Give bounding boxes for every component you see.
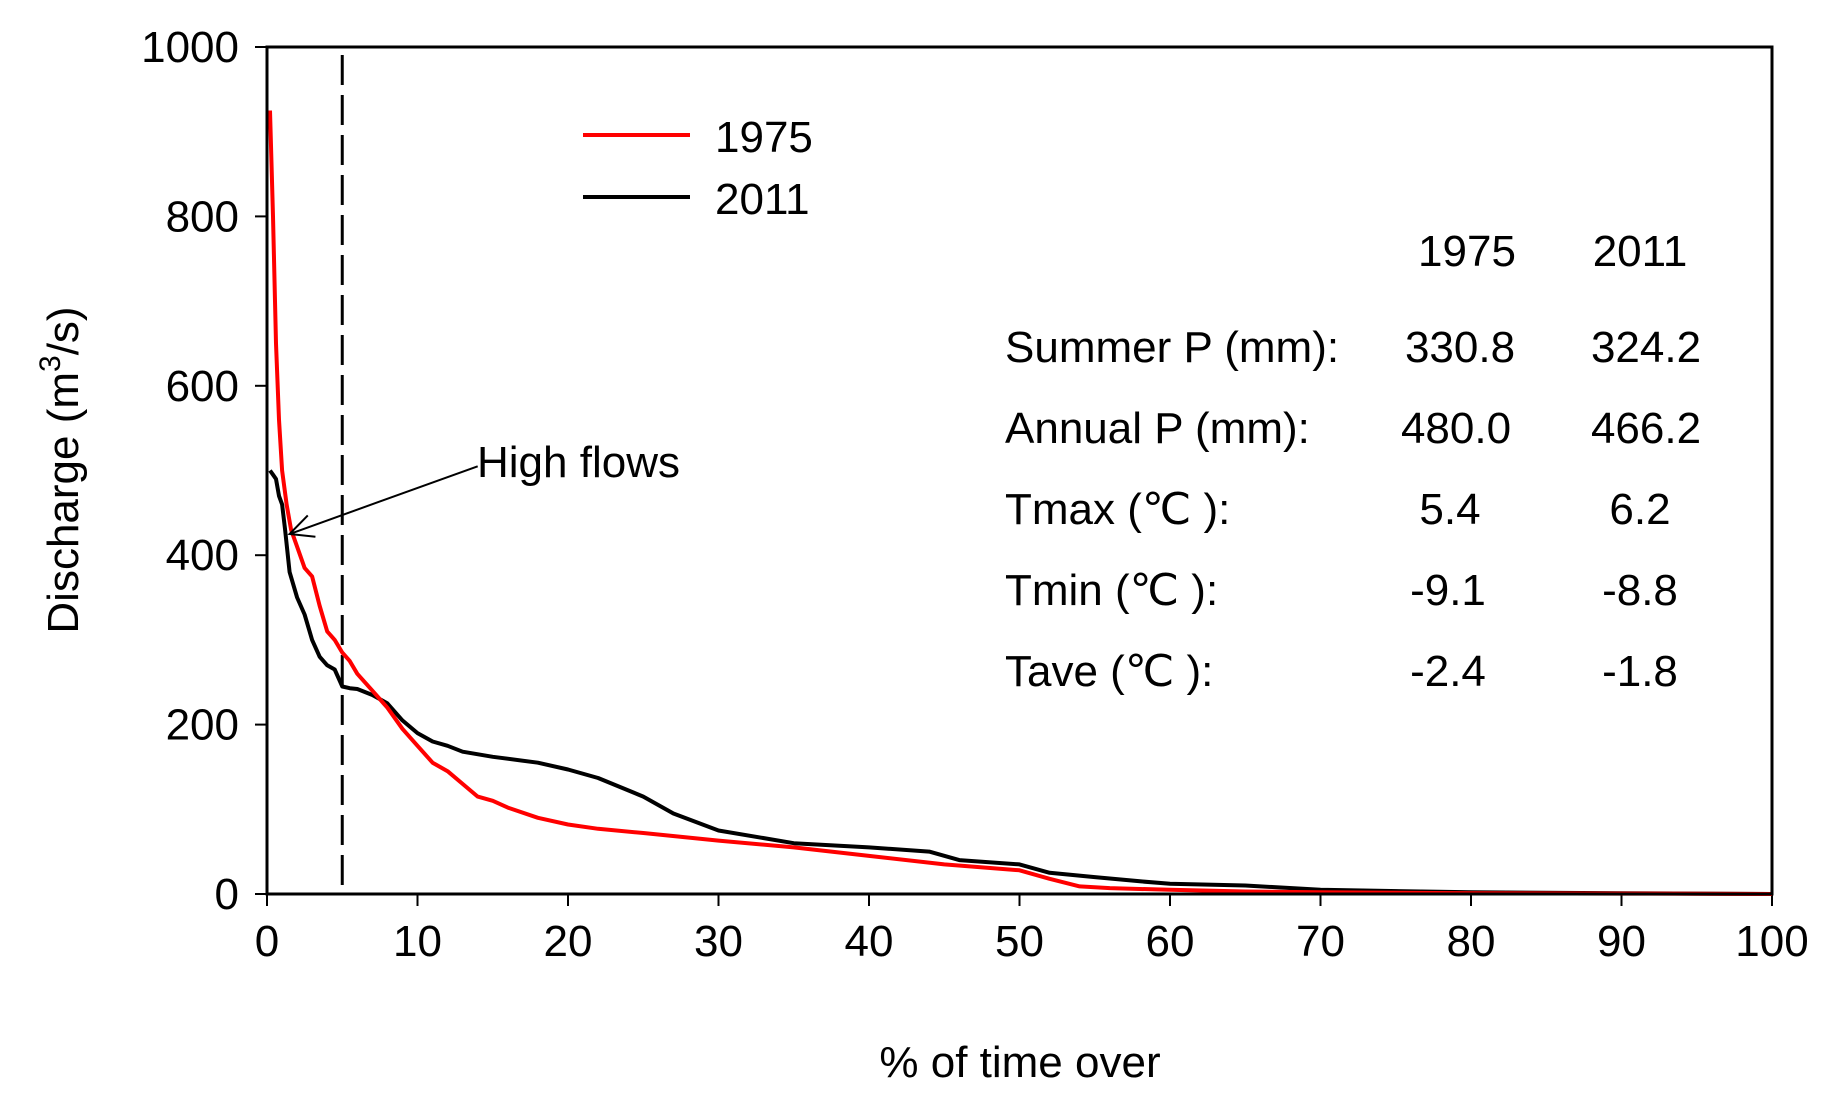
stats-row-value-1975: -9.1 [1410,566,1486,615]
stats-row-value-2011: -8.8 [1602,566,1678,615]
x-tick-label: 80 [1447,917,1496,966]
x-tick-label: 60 [1146,917,1195,966]
stats-header-1975: 1975 [1418,227,1516,276]
stats-table: 1975 2011 Summer P (mm): 330.8 324.2 Ann… [1005,227,1701,696]
stats-row-value-2011: 324.2 [1591,323,1701,372]
series-line-2011 [268,469,1773,896]
stats-row-label: Tmin (℃ ): [1005,566,1218,615]
x-tick-label: 90 [1597,917,1646,966]
series-layer [268,110,1773,896]
annotation-arrow-head [287,514,316,538]
stats-header-2011: 2011 [1593,227,1688,276]
x-tick-label: 70 [1296,917,1345,966]
legend-label-1975: 1975 [715,113,813,162]
stats-row-value-1975: 480.0 [1401,404,1511,453]
y-tick-label: 600 [166,362,239,411]
annotation-text: High flows [477,438,680,487]
x-tick-label: 50 [995,917,1044,966]
x-tick-label: 40 [845,917,894,966]
x-axis-title: % of time over [879,1038,1160,1087]
y-tick-label: 200 [166,701,239,750]
stats-row-label: Tave (℃ ): [1005,647,1213,696]
stats-row-value-2011: 466.2 [1591,404,1701,453]
y-axis-title-tail: /s) [39,306,88,355]
annotation-arrow-shaft [289,465,479,535]
y-tick-label: 400 [166,531,239,580]
stats-row-value-1975: 5.4 [1419,485,1480,534]
y-axis-title-sup: 3 [34,355,67,372]
stats-row-label: Summer P (mm): [1005,323,1339,372]
x-tick-label: 0 [255,917,279,966]
stats-row-value-2011: 6.2 [1609,485,1670,534]
x-tick-label: 100 [1735,917,1808,966]
stats-row-value-2011: -1.8 [1602,647,1678,696]
plot-frame [265,45,1774,896]
stats-row-label: Annual P (mm): [1005,404,1310,453]
legend-label-2011: 2011 [715,175,810,224]
x-tick-label: 30 [694,917,743,966]
x-tick-label: 10 [393,917,442,966]
stats-row-label: Tmax (℃ ): [1005,485,1230,534]
y-tick-label: 0 [215,870,239,919]
y-axis-title: Discharge (m3/s) [34,306,88,633]
y-axis-title-main: Discharge (m [39,372,88,634]
x-tick-label: 20 [544,917,593,966]
series-line-1975 [268,110,1773,896]
legend: 1975 2011 [583,113,813,224]
y-tick-label: 1000 [141,23,239,72]
y-tick-label: 800 [166,192,239,241]
stats-row-value-1975: -2.4 [1410,647,1486,696]
stats-row-value-1975: 330.8 [1405,323,1515,372]
